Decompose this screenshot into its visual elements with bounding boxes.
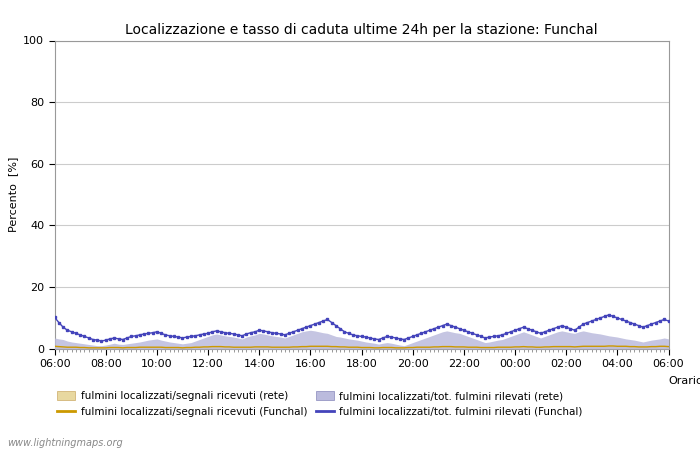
Text: Orario: Orario — [668, 377, 700, 387]
Legend: fulmini localizzati/segnali ricevuti (rete), fulmini localizzati/segnali ricevut: fulmini localizzati/segnali ricevuti (re… — [57, 391, 583, 417]
Y-axis label: Percento  [%]: Percento [%] — [8, 157, 18, 232]
Title: Localizzazione e tasso di caduta ultime 24h per la stazione: Funchal: Localizzazione e tasso di caduta ultime … — [125, 22, 598, 36]
Text: www.lightningmaps.org: www.lightningmaps.org — [7, 438, 122, 448]
